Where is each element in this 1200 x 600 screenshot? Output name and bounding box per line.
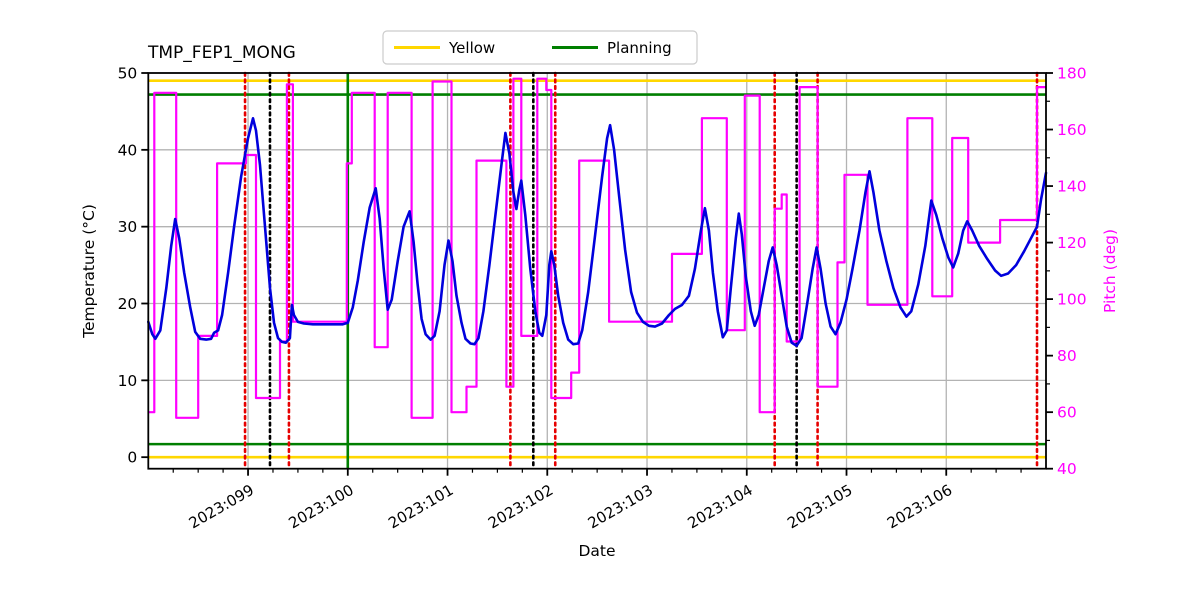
x-tick-label: 2023:100: [286, 481, 357, 533]
gridlines: [148, 73, 1046, 469]
y-right-tick-label: 100: [1057, 291, 1087, 309]
legend: Yellow Planning: [382, 30, 698, 65]
y-left-tick-label: 30: [118, 218, 138, 236]
x-axis-label: Date: [578, 542, 615, 560]
y-left-tick-label: 0: [127, 449, 137, 467]
limit-lines: [148, 79, 1046, 459]
y-left-tick-label: 40: [118, 141, 138, 159]
x-axis: 2023:099 2023:100 2023:101 2023:102 2023:103…: [172, 468, 1022, 533]
y-left-tick-label: 50: [118, 65, 138, 83]
x-tick-label: 2023:105: [784, 481, 855, 533]
x-tick-label: 2023:101: [385, 481, 456, 533]
temperature-series-line: [147, 117, 1048, 348]
x-tick-label: 2023:103: [585, 481, 656, 533]
legend-box: [382, 30, 698, 65]
y-right-tick-label: 60: [1057, 404, 1077, 422]
axes-spines: [147, 72, 1047, 470]
axes-border: [147, 72, 1047, 470]
y-axis-right: 40 60 80 100 120 140 160 180: [1046, 65, 1087, 478]
y-axis-left: 0 10 20 30 40 50: [118, 65, 149, 467]
y-right-tick-label: 160: [1057, 121, 1087, 139]
y-right-tick-label: 140: [1057, 178, 1087, 196]
pitch-line: [148, 77, 1046, 419]
y-left-tick-label: 10: [118, 372, 138, 390]
y-right-tick-label: 40: [1057, 460, 1077, 478]
x-tick-label: 2023:106: [884, 481, 955, 533]
y-right-tick-label: 120: [1057, 234, 1087, 252]
event-lines: [243, 71, 1039, 471]
x-tick-label: 2023:102: [485, 481, 556, 533]
chart-title: TMP_FEP1_MONG: [147, 43, 296, 63]
legend-yellow-label: Yellow: [448, 39, 495, 57]
x-tick-label: 2023:104: [685, 481, 756, 533]
temperature-line: [147, 117, 1048, 348]
y-axis-left-label: Temperature (°C): [80, 204, 98, 339]
y-right-tick-label: 80: [1057, 347, 1077, 365]
x-tick-label: 2023:099: [186, 481, 257, 533]
y-axis-right-label: Pitch (deg): [1101, 229, 1119, 313]
y-left-tick-label: 20: [118, 295, 138, 313]
y-right-tick-label: 180: [1057, 65, 1087, 83]
pitch-series-line: [148, 77, 1046, 419]
legend-planning-label: Planning: [607, 39, 672, 57]
